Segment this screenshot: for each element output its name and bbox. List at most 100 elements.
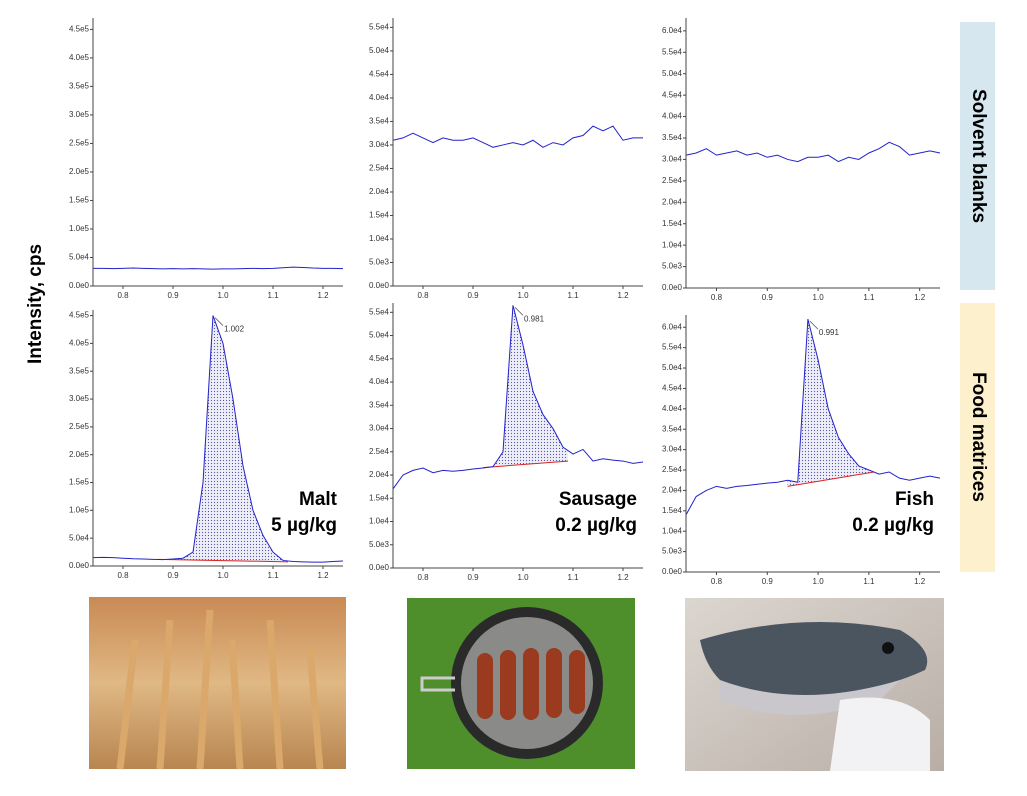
peak-pointer — [514, 307, 524, 316]
y-tick-label: 3.0e5 — [69, 394, 90, 403]
y-tick-label: 1.5e4 — [369, 493, 390, 502]
y-tick-label: 3.5e5 — [69, 366, 90, 375]
y-tick-label: 5.0e4 — [369, 331, 390, 340]
y-tick-label: 4.5e5 — [69, 311, 90, 320]
x-tick-label: 1.1 — [863, 577, 875, 586]
y-tick-label: 2.0e4 — [369, 187, 390, 196]
y-tick-label: 4.0e4 — [369, 377, 390, 386]
sample-name: Malt — [299, 489, 338, 510]
y-tick-label: 5.0e3 — [662, 262, 683, 271]
x-tick-label: 1.0 — [217, 291, 229, 300]
peak-pointer — [809, 320, 819, 330]
chromatogram: 0.0e0 5.0e4 1.0e5 1.5e5 2.0e5 2.5e5 3.0e5 3.5e5… — [69, 310, 344, 580]
trace — [92, 315, 344, 563]
y-tick-label: 0.0e0 — [69, 561, 90, 570]
sample-amount: 5 µg/kg — [271, 515, 337, 536]
y-tick-label: 5.0e4 — [662, 69, 683, 78]
y-tick-label: 1.0e5 — [69, 505, 90, 514]
y-tick-label: 3.5e4 — [662, 424, 683, 433]
y-tick-label: 5.0e3 — [369, 258, 390, 267]
trace — [392, 305, 644, 490]
x-tick-label: 1.0 — [813, 293, 825, 302]
trace — [685, 141, 941, 163]
y-tick-label: 6.0e4 — [662, 322, 683, 331]
row-label: Food matrices — [968, 372, 989, 502]
trace — [93, 266, 344, 270]
y-tick-label: 3.5e4 — [369, 117, 390, 126]
y-tick-label: 1.5e4 — [662, 506, 683, 515]
y-tick-label: 4.5e4 — [662, 90, 683, 99]
x-tick-label: 1.0 — [517, 291, 529, 300]
y-tick-label: 4.0e5 — [69, 53, 90, 62]
photo-fish — [685, 598, 944, 771]
x-tick-label: 1.2 — [317, 571, 329, 580]
integration-baseline — [482, 460, 569, 469]
sample-name: Fish — [895, 489, 934, 510]
y-tick-label: 3.5e5 — [69, 82, 90, 91]
y-tick-label: 2.0e5 — [69, 450, 90, 459]
y-tick-label: 6.0e4 — [662, 26, 683, 35]
chromatogram: 0.0e0 5.0e3 1.0e4 1.5e4 2.0e4 2.5e4 3.0e4 3.5e4… — [662, 315, 941, 586]
x-tick-label: 0.8 — [117, 571, 129, 580]
y-tick-label: 1.5e4 — [369, 211, 390, 220]
x-tick-label: 1.2 — [914, 293, 926, 302]
peak-label: 1.002 — [224, 325, 245, 334]
x-tick-label: 0.8 — [711, 577, 723, 586]
y-tick-label: 0.0e0 — [369, 281, 390, 290]
y-tick-label: 2.0e5 — [69, 167, 90, 176]
peak-label: 0.991 — [819, 328, 840, 337]
peak-label: 0.981 — [524, 314, 545, 323]
x-tick-label: 1.1 — [863, 293, 875, 302]
chromatogram: 0.0e0 5.0e3 1.0e4 1.5e4 2.0e4 2.5e4 3.0e4 3.5e4… — [369, 303, 644, 582]
y-tick-label: 1.0e4 — [662, 240, 683, 249]
integration-baseline — [787, 471, 875, 487]
y-tick-label: 2.5e4 — [369, 447, 390, 456]
row-label-box — [960, 22, 995, 290]
y-tick-label: 3.0e5 — [69, 110, 90, 119]
peak-area — [483, 305, 568, 469]
y-tick-label: 3.5e4 — [369, 400, 390, 409]
sample-amount: 0.2 µg/kg — [852, 515, 934, 536]
y-tick-label: 0.0e0 — [69, 281, 90, 290]
x-tick-label: 1.2 — [914, 577, 926, 586]
y-tick-label: 1.0e4 — [369, 517, 390, 526]
photo-grill — [407, 598, 635, 769]
y-tick-label: 5.5e4 — [662, 47, 683, 56]
y-tick-label: 5.0e3 — [662, 547, 683, 556]
trace — [392, 125, 643, 148]
y-tick-label: 5.0e4 — [369, 46, 390, 55]
x-tick-label: 0.8 — [417, 573, 429, 582]
integration-baseline — [157, 558, 289, 563]
x-tick-label: 1.1 — [567, 291, 579, 300]
x-tick-label: 1.0 — [813, 577, 825, 586]
y-tick-label: 3.5e4 — [662, 133, 683, 142]
y-tick-label: 3.0e4 — [369, 140, 390, 149]
y-tick-label: 1.5e5 — [69, 196, 90, 205]
y-tick-label: 5.0e4 — [69, 533, 90, 542]
y-tick-label: 3.0e4 — [662, 155, 683, 164]
y-tick-label: 1.0e4 — [662, 526, 683, 535]
y-tick-label: 2.5e4 — [662, 176, 683, 185]
y-tick-label: 0.0e0 — [662, 567, 683, 576]
y-tick-label: 4.5e4 — [369, 70, 390, 79]
chromatogram: 0.0e0 5.0e3 1.0e4 1.5e4 2.0e4 2.5e4 3.0e4 3.5e4… — [369, 18, 643, 300]
y-tick-label: 1.0e5 — [69, 224, 90, 233]
y-tick-label: 5.5e4 — [662, 343, 683, 352]
y-tick-label: 2.5e4 — [369, 164, 390, 173]
y-axis-label: Intensity, cps — [25, 244, 46, 364]
row-label: Solvent blanks — [968, 89, 989, 223]
x-tick-label: 0.9 — [167, 571, 179, 580]
x-tick-label: 1.2 — [617, 291, 629, 300]
y-tick-label: 4.0e4 — [662, 404, 683, 413]
photo-wheat — [89, 597, 346, 770]
y-tick-label: 5.5e4 — [369, 307, 390, 316]
x-tick-label: 1.0 — [517, 573, 529, 582]
x-tick-label: 1.1 — [567, 573, 579, 582]
x-tick-label: 1.1 — [267, 291, 279, 300]
chromatogram: 0.0e0 5.0e4 1.0e5 1.5e5 2.0e5 2.5e5 3.0e5 3.5e5… — [69, 18, 344, 300]
row-label-box — [960, 303, 995, 572]
peak-area — [158, 315, 288, 562]
x-tick-label: 0.9 — [467, 291, 479, 300]
y-tick-label: 4.0e5 — [69, 339, 90, 348]
